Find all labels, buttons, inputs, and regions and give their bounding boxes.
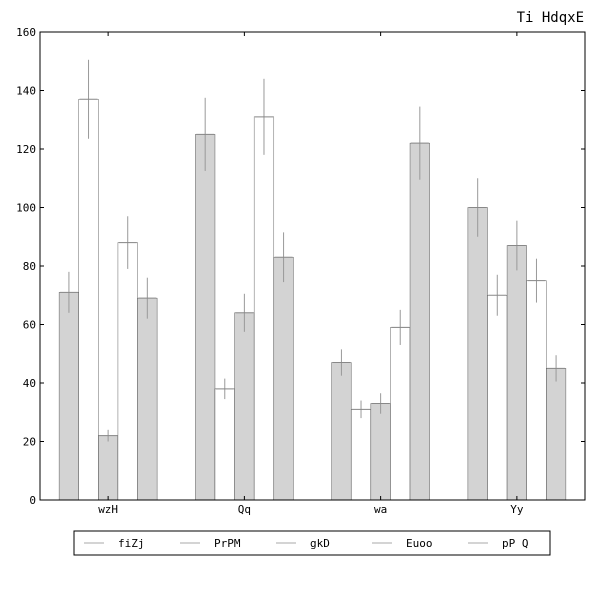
bar-gkD-wa: [370, 403, 391, 501]
legend-items: fiZj PrPM gkD Euoo pP Q: [84, 537, 529, 550]
y-tick-label: 120: [16, 143, 36, 156]
legend-label: pP Q: [502, 537, 529, 550]
bar-Euoo-wzH: [117, 242, 138, 501]
bar-Euoo-wa: [390, 327, 411, 501]
legend-label: PrPM: [214, 537, 241, 550]
bar-Euoo-Qq: [253, 116, 275, 501]
x-tick-label: wzH: [98, 503, 118, 516]
legend-label: fiZj: [118, 537, 145, 550]
bar-pP-Q-wa: [409, 142, 430, 501]
bar-pP-Q-wzH: [137, 297, 158, 501]
bar-Euoo-Yy: [526, 280, 547, 501]
bar-gkD-Qq: [234, 312, 255, 501]
bar-fiZj-wa: [331, 362, 352, 501]
bar-gkD-wzH: [98, 435, 119, 501]
y-tick-label: 20: [23, 436, 36, 449]
bar-PrPM-wzH: [78, 99, 99, 501]
y-tick-label: 0: [29, 494, 36, 507]
x-tick-label: wa: [374, 503, 387, 516]
x-tick-label: Qq: [238, 503, 251, 516]
y-tick-label: 60: [23, 319, 36, 332]
y-tick-label: 40: [23, 377, 36, 390]
y-tick-label: 100: [16, 202, 36, 215]
bar-fiZj-Yy: [467, 207, 488, 501]
y-tick-label: 160: [16, 26, 36, 39]
bar-PrPM-Qq: [214, 388, 235, 501]
legend: fiZj PrPM gkD Euoo pP Q: [73, 530, 551, 556]
bar-pP-Q-Yy: [546, 368, 567, 501]
bar-fiZj-wzH: [58, 292, 79, 501]
error-bars-layer: [59, 59, 566, 442]
bar-PrPM-wa: [350, 409, 372, 501]
x-axis: wzH Qq wa Yy: [98, 32, 524, 516]
bar-PrPM-Yy: [487, 295, 508, 501]
bar-gkD-Yy: [506, 245, 527, 501]
bar-pP-Q-Qq: [273, 256, 294, 501]
bar-fiZj-Qq: [195, 134, 216, 501]
legend-label: Euoo: [406, 537, 433, 550]
y-axis: 0 20 40 60 80 100 120 140 160: [16, 26, 585, 507]
y-tick-label: 140: [16, 85, 36, 98]
x-tick-label: Yy: [510, 503, 524, 516]
chart-title: Ti HdqxE: [517, 10, 584, 26]
plot-frame: [39, 31, 586, 501]
y-tick-label: 80: [23, 260, 36, 273]
legend-label: gkD: [310, 537, 330, 550]
bars-layer: [58, 99, 567, 501]
